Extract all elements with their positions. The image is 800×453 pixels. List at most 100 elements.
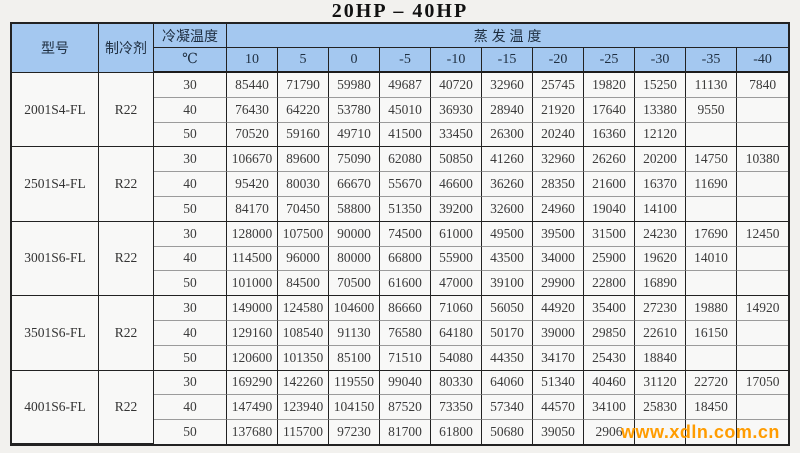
capacity-value-cell: 49710 — [329, 122, 380, 148]
capacity-value-cell: 16150 — [686, 320, 737, 346]
condensing-temp-cell: 30 — [154, 296, 227, 321]
capacity-value-cell: 70450 — [278, 196, 329, 222]
capacity-value-cell: 7840 — [737, 73, 789, 98]
capacity-value-cell — [737, 420, 789, 444]
condensing-temp-cell: 30 — [154, 73, 227, 98]
table-row: 50 137680 115700 97230 81700 61800 50680 39050 2… — [12, 420, 789, 444]
model-cell: 3501S6-FL — [12, 296, 99, 371]
capacity-value-cell: 31500 — [584, 221, 635, 247]
capacity-value-cell: 84500 — [278, 271, 329, 297]
capacity-value-cell: 20200 — [635, 147, 686, 173]
table-row: 40 76430 64220 53780 45010 36930 28940 21920 176… — [12, 97, 789, 123]
capacity-value-cell: 41260 — [482, 147, 533, 173]
capacity-value-cell: 66800 — [380, 246, 431, 272]
capacity-value-cell: 101350 — [278, 345, 329, 371]
condensing-temp-cell: 50 — [154, 420, 227, 444]
capacity-value-cell: 73350 — [431, 395, 482, 421]
capacity-value-cell — [737, 172, 789, 197]
model-cell: 2001S4-FL — [12, 73, 99, 148]
capacity-value-cell: 62080 — [380, 147, 431, 173]
capacity-value-cell: 70500 — [329, 271, 380, 297]
capacity-value-cell: 29900 — [533, 271, 584, 297]
capacity-value-cell: 86660 — [380, 296, 431, 321]
table-row: 2501S4-FL R22 30 106670 89600 75090 62080 50850… — [12, 147, 789, 222]
capacity-value-cell: 71060 — [431, 296, 482, 321]
capacity-value-cell: 27230 — [635, 296, 686, 321]
refrigerant-cell: R22 — [99, 221, 154, 297]
table-row: 3001S6-FL R22 30 128000 107500 90000 74500 6100… — [12, 221, 789, 297]
capacity-value-cell: 11130 — [686, 73, 737, 98]
capacity-value-cell: 15250 — [635, 73, 686, 98]
capacity-value-cell: 29850 — [584, 320, 635, 346]
capacity-value-cell: 39050 — [533, 420, 584, 444]
capacity-value-cell: 25900 — [584, 246, 635, 272]
capacity-value-cell: 120600 — [227, 345, 278, 371]
capacity-value-cell: 17690 — [686, 221, 737, 247]
capacity-value-cell: 21920 — [533, 97, 584, 123]
capacity-value-cell: 75090 — [329, 147, 380, 173]
capacity-table: 型号 制冷剂 冷凝温度 蒸 发 温 度 ℃ 10 5 0 -5 -10 -15 -20 -25… — [10, 22, 791, 446]
capacity-value-cell: 31120 — [635, 370, 686, 396]
table-row: 4001S6-FL R22 30 169290 142260 119550 99040 803… — [12, 370, 789, 444]
capacity-value-cell: 99040 — [380, 370, 431, 396]
capacity-value-cell: 22720 — [686, 370, 737, 396]
capacity-value-cell: 11690 — [686, 172, 737, 197]
evap-temp-header: 10 — [227, 48, 278, 73]
capacity-value-cell: 142260 — [278, 370, 329, 396]
capacity-value-cell: 96000 — [278, 246, 329, 272]
capacity-value-cell: 19620 — [635, 246, 686, 272]
capacity-value-cell: 25830 — [635, 395, 686, 421]
watermark: www.xdln.com.cn — [621, 422, 780, 442]
capacity-value-cell: 50850 — [431, 147, 482, 173]
capacity-value-cell — [737, 246, 789, 272]
capacity-value-cell: 80030 — [278, 172, 329, 197]
capacity-value-cell: 104600 — [329, 296, 380, 321]
capacity-value-cell: 70520 — [227, 122, 278, 148]
capacity-value-cell — [686, 420, 737, 444]
condensing-temp-cell: 30 — [154, 147, 227, 173]
capacity-value-cell: 32960 — [482, 73, 533, 98]
capacity-value-cell: 39200 — [431, 196, 482, 222]
model-cell: 2501S4-FL — [12, 147, 99, 222]
capacity-value-cell: 107500 — [278, 221, 329, 247]
table-row: 40 147490 123940 104150 87520 73350 57340 44570… — [12, 395, 789, 421]
condensing-temp-cell: 50 — [154, 196, 227, 222]
capacity-value-cell — [686, 345, 737, 371]
header-row-top: 型号 制冷剂 冷凝温度 蒸 发 温 度 — [12, 24, 789, 73]
capacity-value-cell: 90000 — [329, 221, 380, 247]
capacity-value-cell: 95420 — [227, 172, 278, 197]
capacity-value-cell: 16890 — [635, 271, 686, 297]
capacity-value-cell: 16360 — [584, 122, 635, 148]
capacity-value-cell: 84170 — [227, 196, 278, 222]
capacity-value-cell — [686, 196, 737, 222]
capacity-value-cell: 24230 — [635, 221, 686, 247]
capacity-value-cell: 41500 — [380, 122, 431, 148]
capacity-value-cell: 39500 — [533, 221, 584, 247]
capacity-value-cell: 45010 — [380, 97, 431, 123]
capacity-value-cell: 44350 — [482, 345, 533, 371]
capacity-value-cell: 19880 — [686, 296, 737, 321]
capacity-value-cell — [635, 420, 686, 444]
capacity-value-cell: 137680 — [227, 420, 278, 444]
capacity-value-cell: 85440 — [227, 73, 278, 98]
table-row: 50 84170 70450 58800 51350 39200 32600 24960 190… — [12, 196, 789, 222]
capacity-value-cell: 89600 — [278, 147, 329, 173]
condensing-temp-cell: 50 — [154, 271, 227, 297]
capacity-value-cell — [737, 320, 789, 346]
header-condensing-temp: 冷凝温度 — [154, 24, 227, 48]
capacity-value-cell: 58800 — [329, 196, 380, 222]
capacity-value-cell: 128000 — [227, 221, 278, 247]
capacity-value-cell: 97230 — [329, 420, 380, 444]
capacity-value-cell: 26260 — [584, 147, 635, 173]
capacity-value-cell: 14010 — [686, 246, 737, 272]
capacity-value-cell: 16370 — [635, 172, 686, 197]
condensing-temp-cell: 40 — [154, 172, 227, 197]
capacity-value-cell: 49687 — [380, 73, 431, 98]
capacity-value-cell: 85100 — [329, 345, 380, 371]
capacity-value-cell: 18840 — [635, 345, 686, 371]
condensing-temp-cell: 40 — [154, 97, 227, 123]
capacity-value-cell: 34000 — [533, 246, 584, 272]
capacity-value-cell: 106670 — [227, 147, 278, 173]
page-title: 20HP – 40HP — [331, 0, 469, 22]
capacity-value-cell: 13380 — [635, 97, 686, 123]
